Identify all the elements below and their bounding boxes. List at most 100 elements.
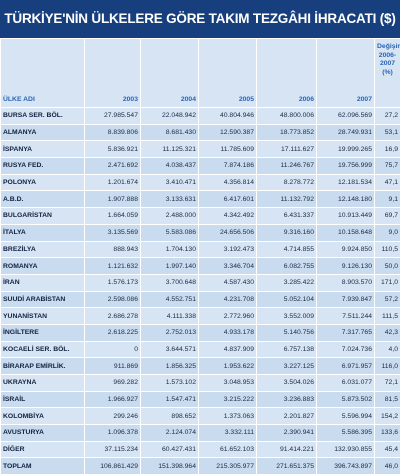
value-cell: 8.681.430 — [141, 124, 199, 141]
value-cell: 888.943 — [85, 241, 141, 258]
value-cell: 4.342.492 — [199, 208, 257, 225]
country-cell: KOCAELİ SER. BÖL. — [1, 341, 85, 358]
country-cell: TOPLAM — [1, 458, 85, 475]
country-cell: BREZİLYA — [1, 241, 85, 258]
value-cell: 2.471.692 — [85, 158, 141, 175]
value-cell: 1.096.378 — [85, 425, 141, 442]
value-cell: 27,2 — [375, 108, 400, 125]
value-cell: 6.031.077 — [317, 375, 375, 392]
country-cell: BULGARİSTAN — [1, 208, 85, 225]
value-cell: 2.488.000 — [141, 208, 199, 225]
country-cell: BURSA SER. BÖL. — [1, 108, 85, 125]
country-cell: ROMANYA — [1, 258, 85, 275]
value-cell: 17.111.627 — [257, 141, 317, 158]
value-cell: 40.804.946 — [199, 108, 257, 125]
value-cell: 3.552.009 — [257, 308, 317, 325]
value-cell: 8.903.570 — [317, 274, 375, 291]
value-cell: 3.644.571 — [141, 341, 199, 358]
value-cell: 27.985.547 — [85, 108, 141, 125]
country-cell: KOLOMBİYA — [1, 408, 85, 425]
value-cell: 2.390.941 — [257, 425, 317, 442]
value-cell: 9.316.160 — [257, 224, 317, 241]
country-cell: İSRAİL — [1, 391, 85, 408]
value-cell: 57,2 — [375, 291, 400, 308]
value-cell: 1.573.102 — [141, 375, 199, 392]
country-cell: SUUDİ ARABİSTAN — [1, 291, 85, 308]
value-cell: 4.587.430 — [199, 274, 257, 291]
value-cell: 3.227.125 — [257, 358, 317, 375]
value-cell: 7.511.244 — [317, 308, 375, 325]
value-cell: 3.504.026 — [257, 375, 317, 392]
value-cell: 271.651.375 — [257, 458, 317, 475]
value-cell: 1.856.325 — [141, 358, 199, 375]
country-cell: İTALYA — [1, 224, 85, 241]
value-cell: 4.552.751 — [141, 291, 199, 308]
value-cell: 0 — [85, 341, 141, 358]
value-cell: 5.596.994 — [317, 408, 375, 425]
value-cell: 1.201.674 — [85, 174, 141, 191]
value-cell: 1.664.059 — [85, 208, 141, 225]
value-cell: 4.837.909 — [199, 341, 257, 358]
header-cell: Değişim 2006-2007 (%) — [375, 39, 400, 108]
value-cell: 1.704.130 — [141, 241, 199, 258]
value-cell: 2.598.086 — [85, 291, 141, 308]
value-cell: 3.135.569 — [85, 224, 141, 241]
value-cell: 1.997.140 — [141, 258, 199, 275]
header-cell: 2005 — [199, 39, 257, 108]
country-cell: İNGİLTERE — [1, 324, 85, 341]
value-cell: 7.024.736 — [317, 341, 375, 358]
country-cell: ALMANYA — [1, 124, 85, 141]
value-cell: 37.115.234 — [85, 441, 141, 458]
value-cell: 12.181.534 — [317, 174, 375, 191]
value-cell: 4.356.814 — [199, 174, 257, 191]
country-cell: UKRAYNA — [1, 375, 85, 392]
value-cell: 4.038.437 — [141, 158, 199, 175]
value-cell: 3.236.883 — [257, 391, 317, 408]
value-cell: 48.800.006 — [257, 108, 317, 125]
value-cell: 11.125.321 — [141, 141, 199, 158]
value-cell: 1.907.888 — [85, 191, 141, 208]
value-cell: 6.431.337 — [257, 208, 317, 225]
value-cell: 12.590.387 — [199, 124, 257, 141]
value-cell: 19.999.265 — [317, 141, 375, 158]
country-cell: RUSYA FED. — [1, 158, 85, 175]
value-cell: 106.861.429 — [85, 458, 141, 475]
header-cell: 2004 — [141, 39, 199, 108]
value-cell: 2.201.827 — [257, 408, 317, 425]
value-cell: 91.414.221 — [257, 441, 317, 458]
value-cell: 110,5 — [375, 241, 400, 258]
export-table: ÜLKE ADI20032004200520062007Değişim 2006… — [0, 38, 400, 475]
value-cell: 28.749.931 — [317, 124, 375, 141]
value-cell: 3.346.704 — [199, 258, 257, 275]
value-cell: 9.924.850 — [317, 241, 375, 258]
value-cell: 2.772.960 — [199, 308, 257, 325]
value-cell: 11.246.767 — [257, 158, 317, 175]
value-cell: 111,5 — [375, 308, 400, 325]
value-cell: 11.785.609 — [199, 141, 257, 158]
value-cell: 1.966.927 — [85, 391, 141, 408]
country-cell: BİRARAP EMİRLİK. — [1, 358, 85, 375]
header-cell: 2007 — [317, 39, 375, 108]
value-cell: 75,7 — [375, 158, 400, 175]
value-cell: 6.757.138 — [257, 341, 317, 358]
value-cell: 69,7 — [375, 208, 400, 225]
value-cell: 2.124.074 — [141, 425, 199, 442]
value-cell: 6.417.601 — [199, 191, 257, 208]
value-cell: 16,9 — [375, 141, 400, 158]
